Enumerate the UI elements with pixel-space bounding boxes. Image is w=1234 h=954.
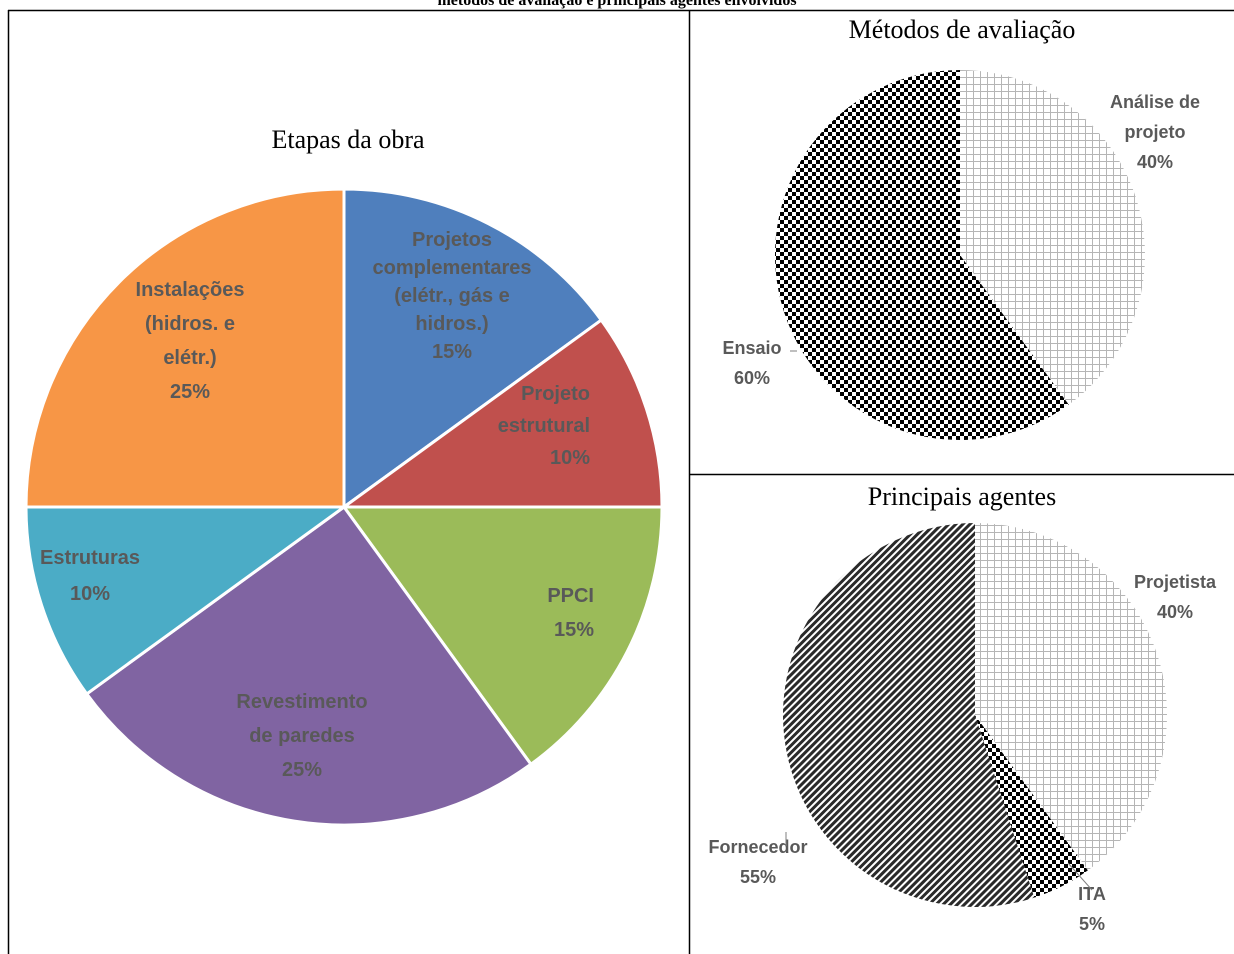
data-label-instalacoes: Instalações (hidros. e elétr.) 25%	[136, 279, 245, 403]
pie-slice-projeto	[342, 318, 664, 509]
data-label-ensaio: Ensaio 60%	[722, 338, 781, 388]
chart-title-metodos: Métodos de avaliação	[848, 15, 1076, 44]
data-label-revestimento: Revestimento de paredes 25%	[236, 691, 367, 781]
pie-slice-analise-de	[960, 70, 1145, 405]
data-label-analise-de: Análise de projeto 40%	[1110, 92, 1200, 172]
pie-slice-projetos	[342, 187, 603, 509]
pie-slice-revestimento	[85, 505, 533, 827]
chart-title-agentes: Principais agentes	[867, 482, 1057, 511]
data-label-ita: ITA 5%	[1078, 884, 1106, 934]
pie-slice-fornecedor	[782, 523, 1035, 908]
data-label-fornecedor: Fornecedor 55%	[708, 837, 807, 887]
figure-caption: métodos de avaliação e principais agente…	[437, 0, 797, 9]
data-label-estruturas: Estruturas 10%	[40, 547, 140, 605]
data-label-ppci: PPCI 15%	[547, 585, 594, 641]
pie-slice-estruturas	[24, 505, 346, 696]
pie-slice-ita	[975, 715, 1088, 898]
leader-line-ita	[1067, 862, 1093, 891]
pie-slice-ensaio	[774, 70, 1069, 440]
data-label-projetista: Projetista 40%	[1134, 572, 1217, 622]
pie-slice-instalacoes	[24, 187, 346, 509]
pie-slice-ppci	[342, 505, 664, 766]
pie-slice-projetista	[975, 523, 1167, 871]
pie-metodos-de-avaliacao: Análise de projeto 40% Ensaio 60%	[722, 70, 1200, 440]
pie-principais-agentes: Projetista 40% ITA 5% Fornecedor 55%	[708, 523, 1217, 934]
chart-title-etapas: Etapas da obra	[271, 125, 425, 154]
data-label-projeto: Projeto estrutural 10%	[498, 383, 590, 469]
data-label-projetos: Projetos complementares (elétr., gás e hidr…	[373, 229, 532, 363]
pie-etapas-da-obra: Projetos complementares (elétr., gás e hidr…	[24, 187, 664, 827]
